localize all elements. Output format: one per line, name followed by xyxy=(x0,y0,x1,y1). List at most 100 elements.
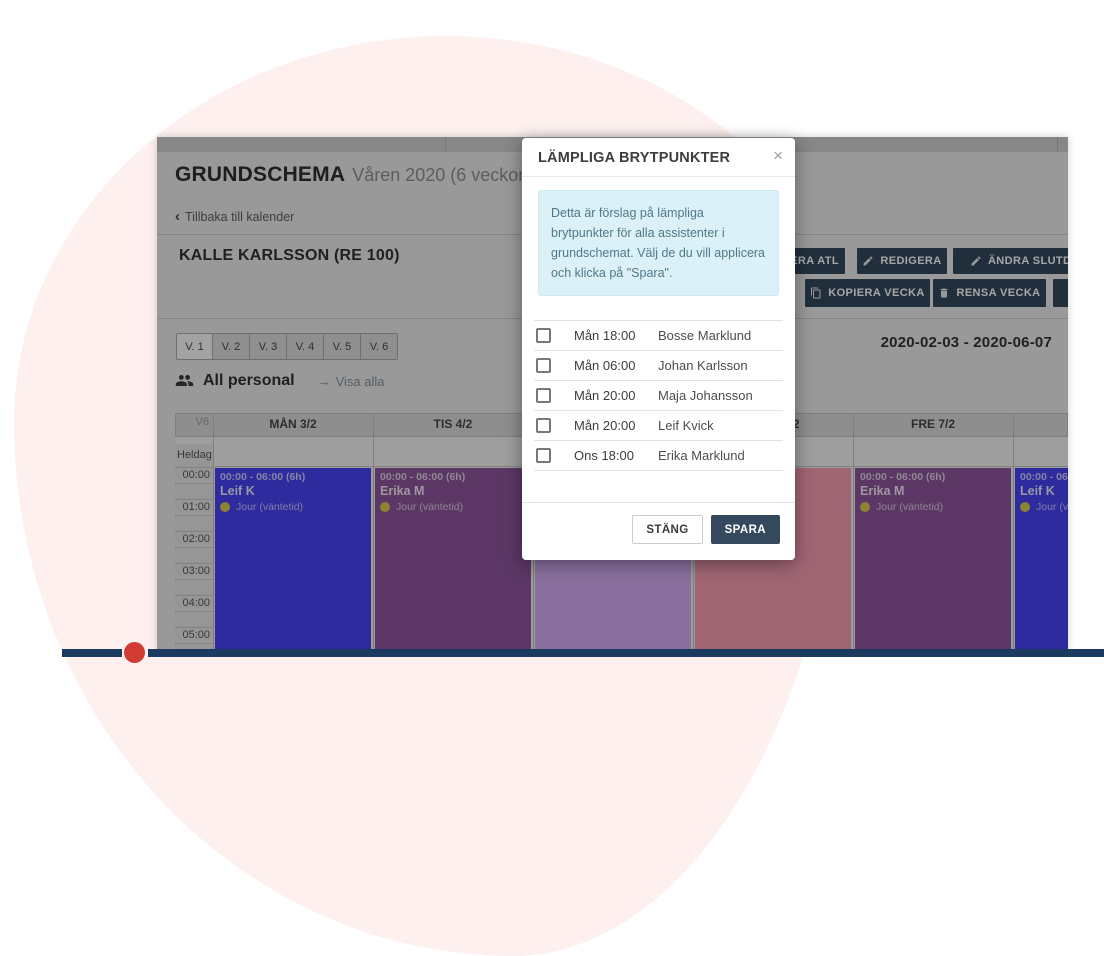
event-time-label: 00:00 - 06:00 (6h) xyxy=(380,471,466,483)
event-time-label: 00:00 - 06:00 (6h) xyxy=(1020,471,1068,483)
personal-row: All personal → Visa alla xyxy=(175,371,384,390)
event-tag: Jour (väntetid) xyxy=(1036,501,1068,513)
show-all-label: Visa alla xyxy=(335,373,385,389)
event-block-sat[interactable]: 00:00 - 06:00 (6h) Leif K Jour (väntetid… xyxy=(1015,468,1068,650)
breakpoint-time: Mån 06:00 xyxy=(574,358,636,373)
tab-week-5[interactable]: V. 5 xyxy=(324,333,361,360)
group-icon xyxy=(175,374,194,387)
chevron-left-icon: ‹ xyxy=(175,208,180,225)
event-tag: Jour (väntetid) xyxy=(876,501,944,513)
checkbox[interactable] xyxy=(536,418,551,433)
stang-button[interactable]: STÄNG xyxy=(632,515,703,544)
breakpoint-row[interactable]: Mån 20:00 Maja Johansson xyxy=(534,381,783,411)
breakpoint-row[interactable]: Mån 18:00 Bosse Marklund xyxy=(534,321,783,351)
andra-slutdatum-button[interactable]: ÄNDRA SLUTDAT xyxy=(953,248,1068,274)
day-header-fri: FRE 7/2 xyxy=(910,417,955,431)
week-tabs: V. 1 V. 2 V. 3 V. 4 V. 5 V. 6 xyxy=(176,333,398,360)
checkbox[interactable] xyxy=(536,388,551,403)
strip-divider xyxy=(445,137,446,152)
hour-cell: 03:00 xyxy=(175,563,213,595)
event-person: Leif K xyxy=(220,484,255,498)
arrow-right-icon: → xyxy=(316,372,331,389)
breakpoint-name: Maja Johansson xyxy=(658,388,753,403)
tab-week-6[interactable]: V. 6 xyxy=(361,333,398,360)
jour-dot-icon xyxy=(220,502,230,512)
hour-label: 03:00 xyxy=(182,565,210,577)
kopiera-vecka-button[interactable]: KOPIERA VECKA xyxy=(805,279,930,307)
calendar-week-corner: V6 xyxy=(195,416,209,428)
schedule-person-title: KALLE KARLSSON (RE 100) xyxy=(179,247,400,264)
clipped-toolbar-button[interactable] xyxy=(1053,279,1068,307)
progress-bar-segment[interactable] xyxy=(62,649,122,657)
page-title-main: GRUNDSCHEMA xyxy=(175,163,346,186)
checkbox[interactable] xyxy=(536,328,551,343)
progress-bar-segment[interactable] xyxy=(148,649,1104,657)
modal-header: LÄMPLIGA BRYTPUNKTER × xyxy=(522,138,795,177)
tab-week-3[interactable]: V. 3 xyxy=(250,333,287,360)
event-person: Erika M xyxy=(380,484,425,498)
day-header-mon: MÅN 3/2 xyxy=(269,417,317,431)
breakpoint-time: Ons 18:00 xyxy=(574,448,634,463)
breakpoint-name: Bosse Marklund xyxy=(658,328,752,343)
hour-cell: 04:00 xyxy=(175,595,213,627)
event-block-fri[interactable]: 00:00 - 06:00 (6h) Erika M Jour (vänteti… xyxy=(855,468,1011,650)
rensa-vecka-button[interactable]: RENSA VECKA xyxy=(933,279,1046,307)
copy-icon xyxy=(811,287,821,299)
personal-label: All personal xyxy=(203,371,295,389)
jour-dot-icon xyxy=(1020,502,1030,512)
column-border xyxy=(373,413,374,650)
modal-footer: STÄNG SPARA xyxy=(522,502,795,544)
tab-week-2[interactable]: V. 2 xyxy=(213,333,250,360)
redigera-button[interactable]: REDIGERA xyxy=(857,248,947,274)
column-border xyxy=(1013,413,1014,650)
event-person: Leif K xyxy=(1020,484,1055,498)
schedule-date-range: 2020-02-03 - 2020-06-07 xyxy=(880,334,1052,351)
show-all-link[interactable]: → Visa alla xyxy=(317,373,385,389)
hour-cell: 05:00 xyxy=(175,627,213,650)
tab-week-1[interactable]: V. 1 xyxy=(176,333,213,360)
breakpoint-list: Mån 18:00 Bosse Marklund Mån 06:00 Johan… xyxy=(534,320,783,471)
hour-cell: 00:00 xyxy=(175,467,213,499)
hour-label: 00:00 xyxy=(182,469,210,481)
spara-button[interactable]: SPARA xyxy=(710,515,780,544)
breakpoint-row[interactable]: Ons 18:00 Erika Marklund xyxy=(534,441,783,471)
close-icon[interactable]: × xyxy=(773,146,783,165)
breakpoint-time: Mån 20:00 xyxy=(574,418,636,433)
tab-week-4[interactable]: V. 4 xyxy=(287,333,324,360)
brytpunkter-modal: LÄMPLIGA BRYTPUNKTER × Detta är förslag … xyxy=(522,138,795,560)
redigera-label: REDIGERA xyxy=(880,255,942,267)
era-atl-label: ERA ATL xyxy=(790,255,839,267)
jour-dot-icon xyxy=(860,502,870,512)
hour-cell: 02:00 xyxy=(175,531,213,563)
progress-dot[interactable] xyxy=(124,642,145,663)
event-time-label: 00:00 - 06:00 (6h) xyxy=(860,471,946,483)
andra-slutdatum-label: ÄNDRA SLUTDAT xyxy=(987,255,1068,267)
event-person: Erika M xyxy=(860,484,905,498)
trash-icon xyxy=(940,288,948,298)
breakpoint-name: Johan Karlsson xyxy=(658,358,748,373)
back-to-calendar-link[interactable]: ‹ Tillbaka till kalender xyxy=(175,208,294,225)
breakpoint-name: Erika Marklund xyxy=(658,448,745,463)
checkbox[interactable] xyxy=(536,448,551,463)
hour-label: 02:00 xyxy=(182,533,210,545)
column-border xyxy=(213,413,214,650)
breakpoint-time: Mån 20:00 xyxy=(574,388,636,403)
edit-icon xyxy=(971,256,981,266)
checkbox[interactable] xyxy=(536,358,551,373)
day-header-tue: TIS 4/2 xyxy=(433,417,473,431)
breakpoint-name: Leif Kvick xyxy=(658,418,714,433)
breakpoint-row[interactable]: Mån 20:00 Leif Kvick xyxy=(534,411,783,441)
rensa-vecka-label: RENSA VECKA xyxy=(956,287,1041,299)
back-link-label: Tillbaka till kalender xyxy=(185,210,295,224)
hour-cell: 01:00 xyxy=(175,499,213,531)
column-border xyxy=(853,413,854,650)
event-tag: Jour (väntetid) xyxy=(236,501,304,513)
breakpoint-row[interactable]: Mån 06:00 Johan Karlsson xyxy=(534,351,783,381)
event-block-tue[interactable]: 00:00 - 06:00 (6h) Erika M Jour (vänteti… xyxy=(375,468,531,650)
hour-label: 05:00 xyxy=(182,629,210,641)
event-time-label: 00:00 - 06:00 (6h) xyxy=(220,471,306,483)
event-block-mon[interactable]: 00:00 - 06:00 (6h) Leif K Jour (väntetid… xyxy=(215,468,371,650)
modal-info-box: Detta är förslag på lämpliga brytpunkter… xyxy=(538,190,779,296)
modal-title: LÄMPLIGA BRYTPUNKTER xyxy=(538,150,731,166)
strip-divider xyxy=(1057,137,1058,152)
